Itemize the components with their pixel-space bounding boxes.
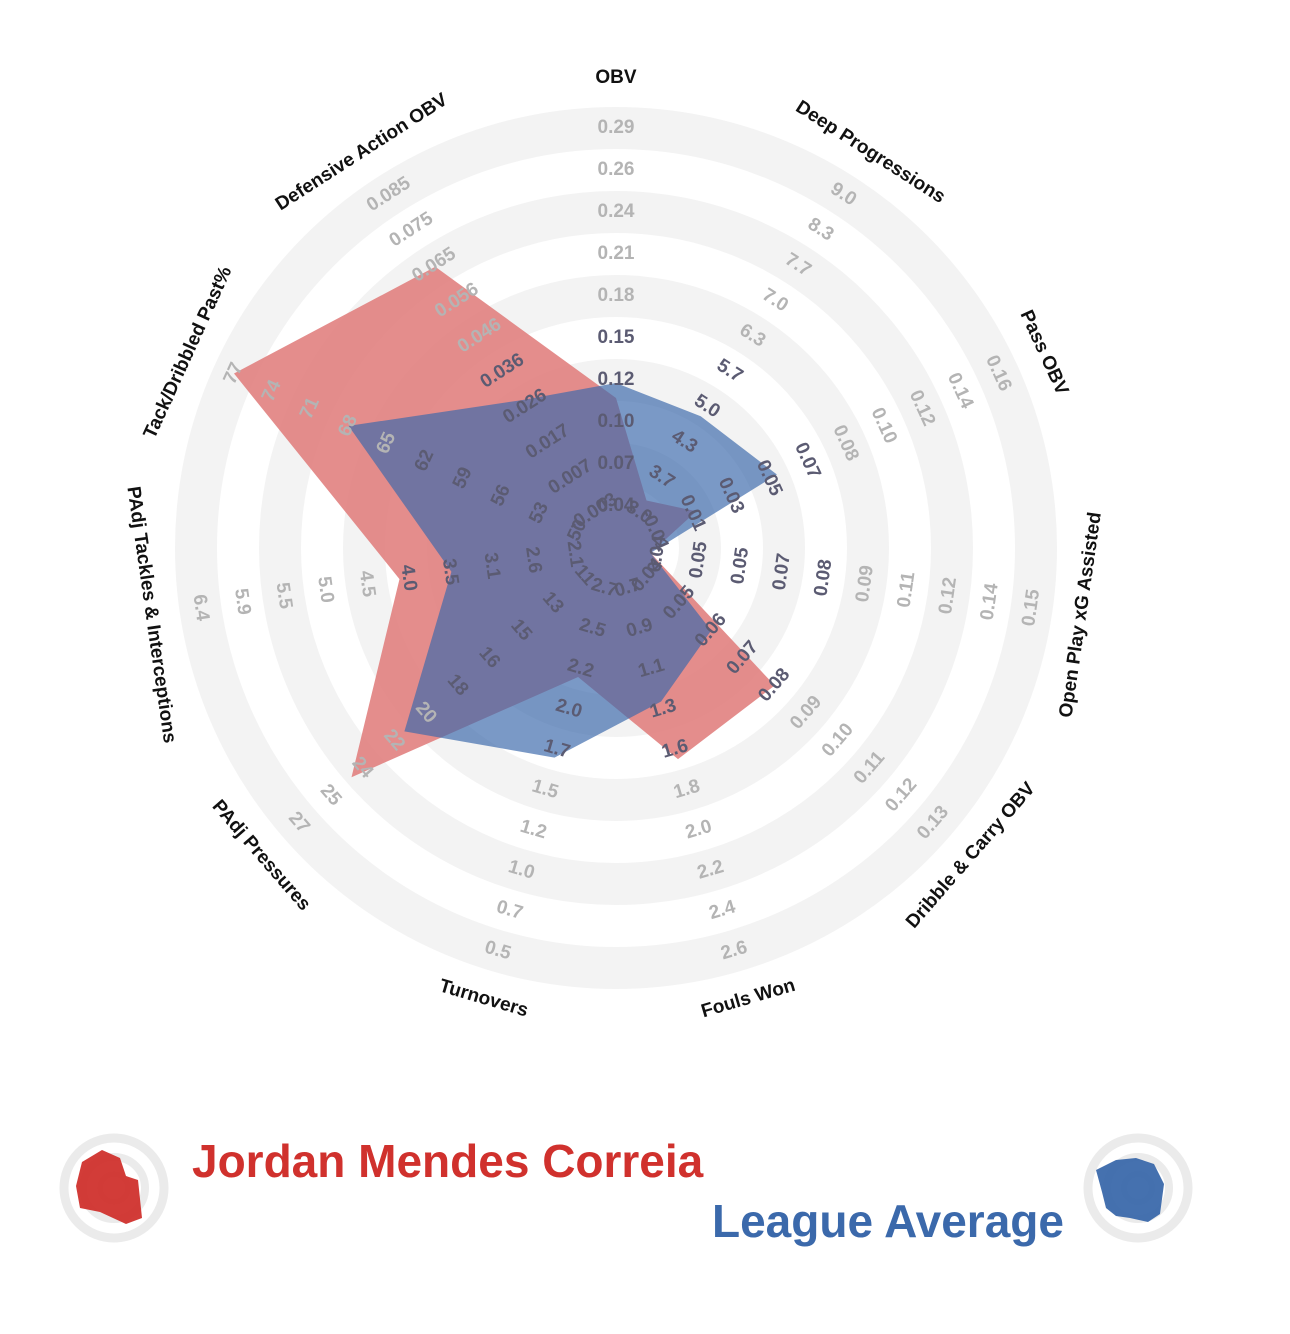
legend-average-shape <box>1096 1158 1164 1222</box>
axis-tick-label: 0.11 <box>894 570 920 609</box>
axis-tick-label: 0.24 <box>598 201 635 222</box>
axis-tick-label: 0.29 <box>598 117 635 138</box>
axis-tick-label: 2.1 <box>563 539 588 569</box>
axis-tick-label: 0.18 <box>598 285 635 306</box>
axis-label: Fouls Won <box>699 975 798 1022</box>
axis-tick-label: 0.07 <box>598 453 635 474</box>
axis-tick-label: 3.5 <box>438 557 463 587</box>
axis-tick-label: 5.9 <box>230 587 255 616</box>
radar-chart: 0.04 0.07 0.10 0.12 0.15 0.18 0.21 0.24 0.26 0.29… <box>122 67 1106 1022</box>
axis-tick-label: 0.26 <box>598 159 635 180</box>
axis-label: OBV <box>595 67 637 88</box>
axis-label: PAdj Tackles & Interceptions <box>122 485 180 744</box>
axis-tick-label: 0.12 <box>598 369 635 390</box>
axis-tick-label: 0.10 <box>598 411 635 432</box>
axis-tick-label: 4.0 <box>396 563 421 592</box>
axis-label: Open Play xG Assisted <box>1056 511 1106 719</box>
axis-tick-label: 0.04 <box>598 495 635 516</box>
axis-tick-label: 5.5 <box>272 581 297 611</box>
legend-player-icon <box>59 1133 169 1243</box>
axis-tick-label: 3.1 <box>480 551 505 581</box>
legend-player-name: Jordan Mendes Correia <box>192 1135 704 1187</box>
axis-tick-label: 2.6 <box>521 545 546 574</box>
axis-tick-label: 0.12 <box>935 576 961 616</box>
axis-tick-label: 6.4 <box>189 593 214 623</box>
axis-label: Turnovers <box>437 976 531 1022</box>
axis-tick-label: 5.0 <box>313 575 338 604</box>
axis-tick-label: 0.15 <box>598 327 635 348</box>
axis-tick-label: 0.07 <box>769 552 795 592</box>
axis-tick-label: 0.08 <box>810 558 836 598</box>
radar-series-average <box>348 383 777 758</box>
axis-tick-label: 4.5 <box>355 569 380 599</box>
legend-average-name: League Average <box>712 1195 1064 1247</box>
legend-player-shape <box>76 1150 142 1224</box>
axis-tick-label: 0.09 <box>852 564 878 604</box>
radar-series-areas <box>234 266 777 778</box>
legend-average-icon <box>1083 1133 1193 1243</box>
axis-tick-label: 0.21 <box>598 243 635 264</box>
